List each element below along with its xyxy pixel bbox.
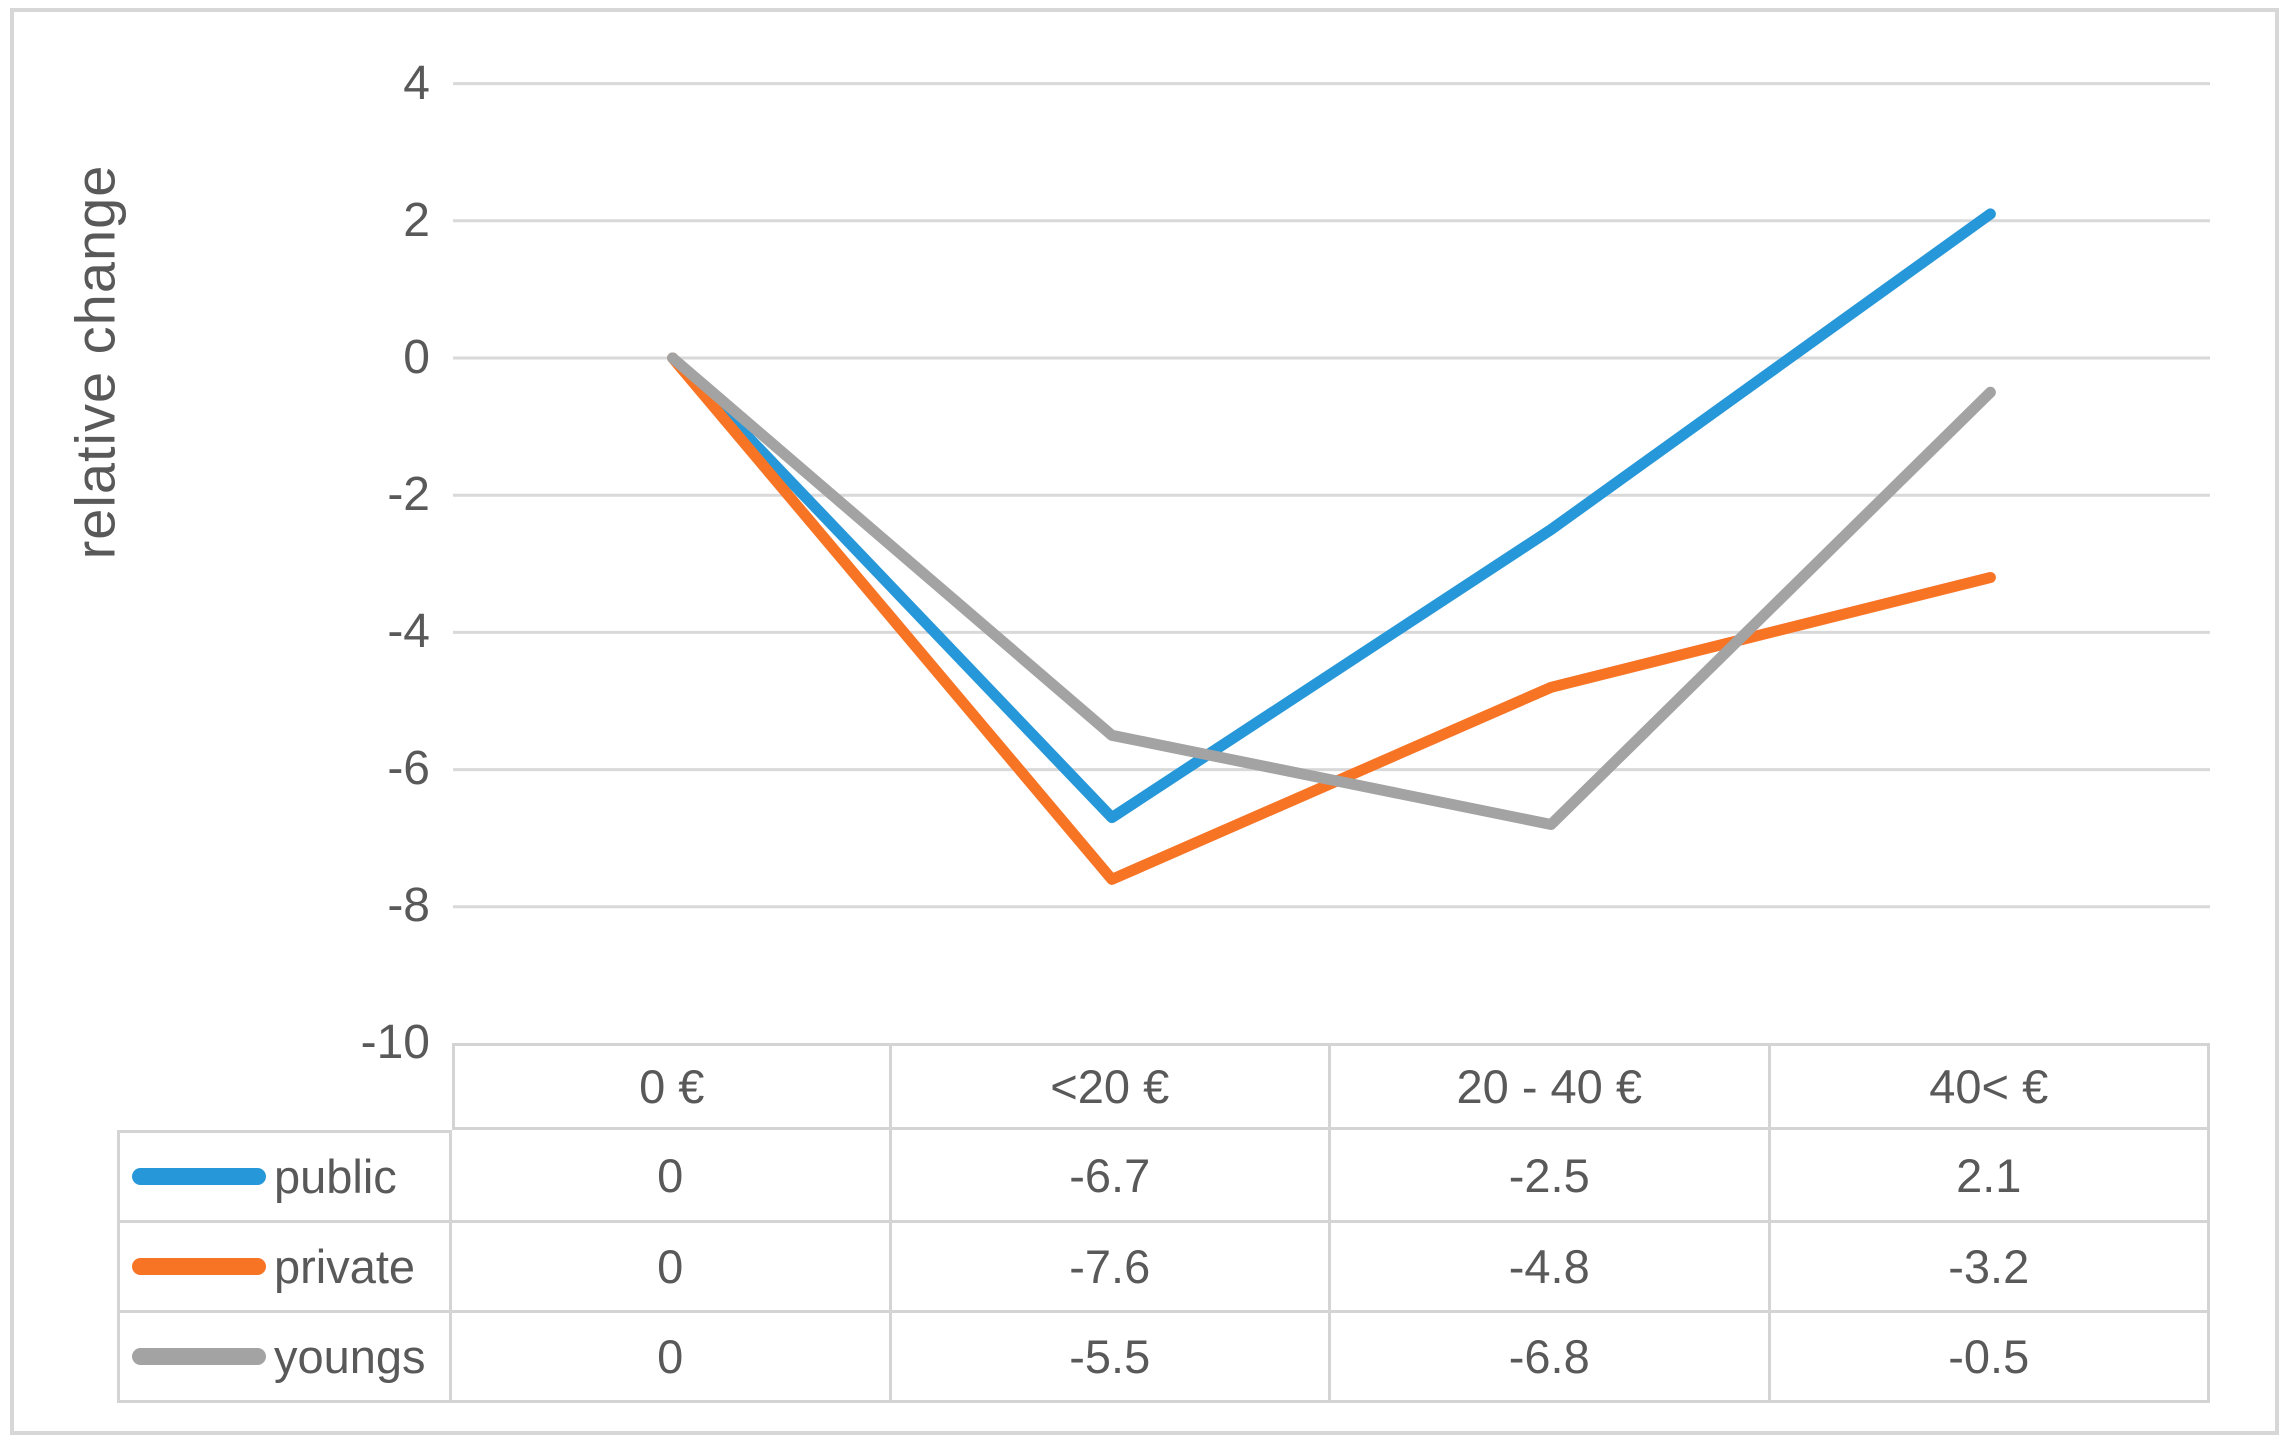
y-tick-label: -2	[387, 468, 430, 521]
table-value-cell: -2.5	[1331, 1130, 1771, 1223]
table-value-cell: 2.1	[1770, 1130, 2210, 1223]
table-col-header: 20 - 40 €	[1331, 1043, 1771, 1130]
series-label-youngs: youngs	[274, 1330, 426, 1383]
legend-cell-private: private	[117, 1223, 452, 1313]
y-tick-label: 0	[403, 331, 430, 384]
legend-swatch-youngs	[132, 1348, 266, 1365]
table-value-cell: -6.7	[891, 1130, 1331, 1223]
table-value-cell: -0.5	[1770, 1313, 2210, 1403]
y-tick-label: -8	[387, 879, 430, 932]
table-value-cell: 0	[452, 1223, 892, 1313]
table-col-header: 0 €	[452, 1043, 892, 1130]
table-value-cell: -4.8	[1331, 1223, 1771, 1313]
legend-cell-public: public	[117, 1130, 452, 1223]
table-col-header: 40< €	[1770, 1043, 2210, 1130]
y-tick-label: 4	[403, 57, 430, 110]
y-tick-label: 2	[403, 194, 430, 247]
series-label-private: private	[274, 1240, 416, 1293]
table-value-cell: -7.6	[891, 1223, 1331, 1313]
legend-swatch-public	[132, 1168, 266, 1185]
table-value-cell: 0	[452, 1313, 892, 1403]
table-value-cell: -3.2	[1770, 1223, 2210, 1313]
legend-cell-youngs: youngs	[117, 1313, 452, 1403]
series-label-public: public	[274, 1150, 397, 1203]
table-value-cell: 0	[452, 1130, 892, 1223]
table-corner-cell	[117, 1043, 452, 1130]
table-value-cell: -6.8	[1331, 1313, 1771, 1403]
data-table: 0 € <20 € 20 - 40 € 40< € public 0 -6.7 …	[117, 1043, 2210, 1403]
y-axis-title: relative change	[63, 164, 127, 560]
y-tick-label: -10	[360, 1016, 430, 1069]
legend-swatch-private	[132, 1258, 266, 1275]
table-value-cell: -5.5	[891, 1313, 1331, 1403]
y-tick-label: -6	[387, 742, 430, 795]
table-col-header: <20 €	[891, 1043, 1331, 1130]
y-tick-label: -4	[387, 605, 430, 658]
